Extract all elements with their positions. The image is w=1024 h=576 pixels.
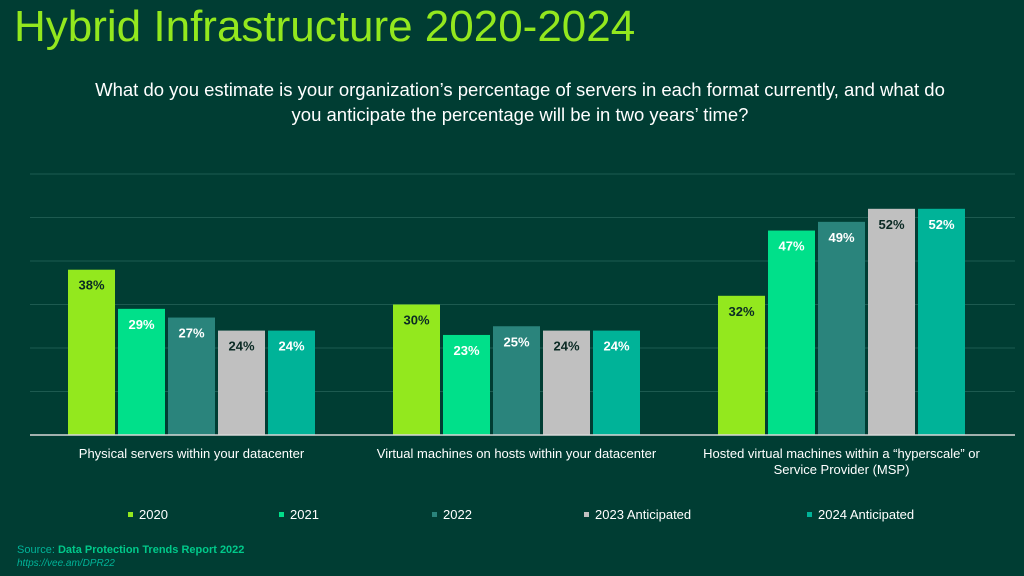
data-label: 27% (178, 326, 204, 341)
x-tick-label: Physical servers within your datacenter (79, 446, 305, 461)
source-url[interactable]: https://vee.am/DPR22 (17, 558, 115, 569)
legend-label: 2020 (139, 507, 168, 522)
data-label: 52% (878, 217, 904, 232)
data-label: 47% (778, 239, 804, 254)
bar (818, 221, 865, 435)
legend-label: 2021 (290, 507, 319, 522)
data-label: 25% (503, 334, 529, 349)
bar (168, 317, 215, 435)
legend-swatch (279, 512, 284, 517)
bar (768, 230, 815, 435)
legend-swatch (128, 512, 133, 517)
legend-swatch (584, 512, 589, 517)
bar (68, 269, 115, 435)
x-tick-label: Service Provider (MSP) (774, 462, 910, 477)
legend-swatch (807, 512, 812, 517)
data-label: 32% (728, 304, 754, 319)
data-label: 23% (453, 343, 479, 358)
bar (393, 304, 440, 435)
legend-label: 2024 Anticipated (818, 507, 915, 522)
bar (493, 326, 540, 435)
legend-item: 2021 (279, 507, 319, 522)
data-label: 30% (403, 313, 429, 328)
page-title: Hybrid Infrastructure 2020-2024 (14, 2, 636, 51)
data-label: 24% (603, 339, 629, 354)
bar (918, 208, 965, 435)
legend-label: 2023 Anticipated (595, 507, 692, 522)
data-label: 52% (928, 217, 954, 232)
bar (543, 330, 590, 435)
x-tick-label: Hosted virtual machines within a “hypers… (703, 446, 980, 461)
legend-swatch (432, 512, 437, 517)
data-label: 49% (828, 230, 854, 245)
data-label: 29% (128, 317, 154, 332)
legend-label: 2022 (443, 507, 472, 522)
data-label: 24% (553, 339, 579, 354)
bar (718, 295, 765, 435)
legend-item: 2020 (128, 507, 168, 522)
chart-legend: 2020 2021 2022 2023 Anticipated 2024 Anticip… (0, 507, 1024, 527)
x-tick-label: Virtual machines on hosts within your da… (377, 446, 657, 461)
bar (218, 330, 265, 435)
legend-item: 2024 Anticipated (807, 507, 914, 522)
data-label: 24% (278, 339, 304, 354)
bar (443, 334, 490, 435)
chart-subtitle: What do you estimate is your organizatio… (95, 79, 945, 125)
data-label: 38% (78, 278, 104, 293)
data-label: 24% (228, 339, 254, 354)
legend-item: 2023 Anticipated (584, 507, 691, 522)
bar (268, 330, 315, 435)
source-note: Source: Data Protection Trends Report 20… (17, 544, 245, 556)
legend-item: 2022 (432, 507, 472, 522)
bar (593, 330, 640, 435)
bar (118, 308, 165, 435)
bar (868, 208, 915, 435)
